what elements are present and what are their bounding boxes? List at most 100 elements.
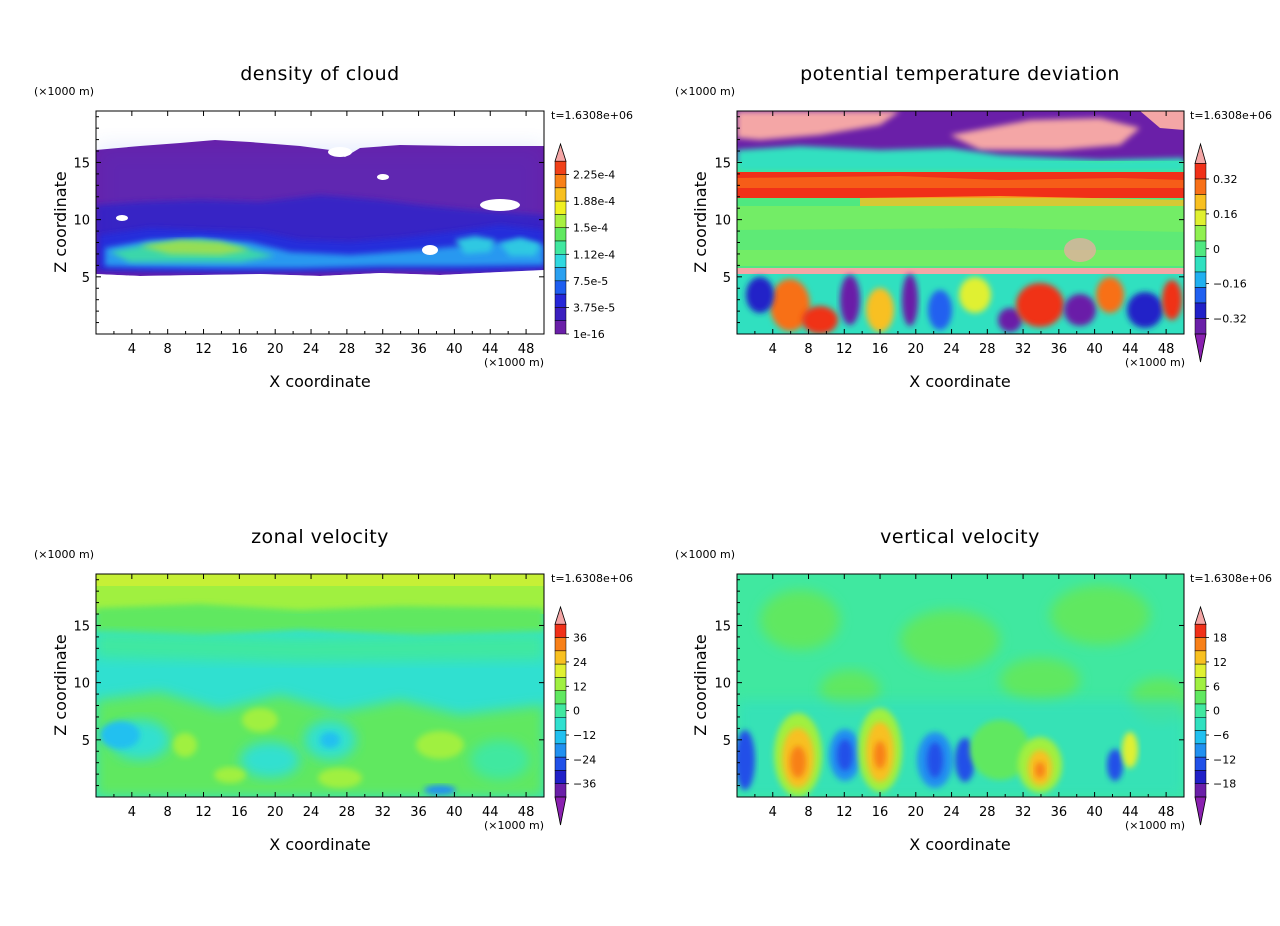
colorbar-arrow-bottom bbox=[1194, 796, 1207, 826]
x-tick-label: 48 bbox=[1158, 805, 1175, 820]
colorbar-label: 1e-16 bbox=[573, 328, 605, 341]
y-unit-label: (×1000 m) bbox=[34, 548, 94, 561]
y-tick-label: 5 bbox=[82, 271, 90, 286]
colorbar-swatch bbox=[554, 743, 567, 758]
x-ticks: 4 8 12 16 20 24 28 32 36 40 44 48 bbox=[113, 574, 535, 820]
chart-title: potential temperature deviation bbox=[800, 63, 1120, 85]
colorbar-label: 1.12e-4 bbox=[573, 248, 615, 261]
colorbar-swatch bbox=[1194, 783, 1207, 798]
colorbar-swatch bbox=[554, 783, 567, 798]
x-ticks: 4 8 12 16 20 24 28 32 36 40 44 48 bbox=[754, 574, 1175, 820]
y-axis-label: Z coordinate bbox=[51, 634, 70, 735]
colorbar-swatch bbox=[554, 174, 567, 189]
colorbar-swatch bbox=[1194, 225, 1207, 242]
y-tick-label: 10 bbox=[714, 677, 731, 692]
x-tick-label: 28 bbox=[979, 805, 996, 820]
heatmap-field bbox=[737, 574, 1184, 797]
x-tick-label: 44 bbox=[1122, 805, 1139, 820]
colorbar: 36 24 12 0 −12 −24 −36 bbox=[554, 605, 596, 826]
x-tick-label: 32 bbox=[1015, 805, 1032, 820]
colorbar-swatch bbox=[1194, 770, 1207, 784]
colorbar-swatch bbox=[554, 663, 567, 678]
x-tick-label: 48 bbox=[518, 805, 535, 820]
y-tick-label: 15 bbox=[73, 619, 90, 634]
x-tick-label: 8 bbox=[804, 805, 812, 820]
colorbar-swatch bbox=[1194, 703, 1207, 718]
y-tick-label: 10 bbox=[73, 214, 90, 229]
colorbar-swatch bbox=[554, 200, 567, 215]
plot-frame bbox=[95, 110, 545, 335]
colorbar-swatch bbox=[554, 214, 567, 228]
y-tick-label: 10 bbox=[73, 677, 90, 692]
colorbar-swatch bbox=[1194, 690, 1207, 705]
colorbar-arrow-top bbox=[1194, 142, 1207, 164]
colorbar-swatch bbox=[1194, 287, 1207, 304]
colorbar-swatch bbox=[554, 703, 567, 718]
x-tick-label: 8 bbox=[804, 342, 812, 357]
chart-title: zonal velocity bbox=[251, 526, 389, 548]
colorbar-swatch bbox=[554, 267, 567, 282]
colorbar-swatch bbox=[1194, 730, 1207, 745]
y-tick-label: 15 bbox=[714, 619, 731, 634]
x-tick-label: 24 bbox=[303, 342, 320, 357]
colorbar-arrow-bottom bbox=[554, 796, 567, 826]
heatmap-field bbox=[737, 111, 1184, 334]
colorbar-swatch bbox=[1194, 194, 1207, 211]
x-tick-label: 36 bbox=[1051, 805, 1068, 820]
colorbar-label: −0.32 bbox=[1213, 313, 1247, 326]
x-axis-label: X coordinate bbox=[269, 372, 370, 391]
x-axis-label: X coordinate bbox=[909, 372, 1010, 391]
colorbar-swatch bbox=[554, 240, 567, 255]
x-tick-label: 40 bbox=[446, 805, 463, 820]
colorbar-swatch bbox=[1194, 318, 1207, 335]
panel-vertical-velocity: vertical velocity (×1000 m) t=1.6308e+06 bbox=[675, 526, 1272, 854]
colorbar-swatch bbox=[1194, 271, 1207, 288]
colorbar-swatch bbox=[1194, 663, 1207, 678]
colorbar-swatch bbox=[554, 637, 567, 652]
colorbar-swatch bbox=[1194, 756, 1207, 771]
x-tick-label: 16 bbox=[872, 805, 889, 820]
x-tick-label: 36 bbox=[410, 342, 427, 357]
x-tick-label: 8 bbox=[164, 342, 172, 357]
colorbar: 18 12 6 0 −6 −12 −18 bbox=[1194, 605, 1236, 826]
colorbar-swatch bbox=[554, 730, 567, 745]
colorbar-label: −6 bbox=[1213, 729, 1229, 742]
y-ticks: 5 10 15 bbox=[714, 579, 1184, 787]
colorbar-label: 12 bbox=[1213, 656, 1227, 669]
y-unit-label: (×1000 m) bbox=[675, 85, 735, 98]
colorbar-label: 36 bbox=[573, 632, 587, 645]
x-unit-label: (×1000 m) bbox=[1125, 819, 1185, 832]
x-tick-label: 28 bbox=[339, 805, 356, 820]
x-tick-label: 12 bbox=[836, 805, 853, 820]
colorbar-label: 0.16 bbox=[1213, 208, 1238, 221]
x-tick-label: 16 bbox=[231, 342, 248, 357]
x-tick-label: 48 bbox=[1158, 342, 1175, 357]
x-tick-label: 20 bbox=[908, 805, 925, 820]
x-tick-label: 24 bbox=[943, 342, 960, 357]
colorbar-swatch bbox=[554, 650, 567, 665]
colorbar-label: 18 bbox=[1213, 632, 1227, 645]
x-tick-label: 44 bbox=[482, 805, 499, 820]
colorbar-swatch bbox=[554, 161, 567, 175]
y-tick-label: 15 bbox=[73, 156, 90, 171]
y-axis-label: Z coordinate bbox=[51, 171, 70, 272]
x-tick-label: 20 bbox=[267, 342, 284, 357]
colorbar-swatch bbox=[554, 717, 567, 731]
colorbar-swatch bbox=[554, 293, 567, 308]
colorbar-label: 1.88e-4 bbox=[573, 195, 615, 208]
colorbar-swatch bbox=[1194, 743, 1207, 758]
x-axis-label: X coordinate bbox=[909, 835, 1010, 854]
colorbar-swatch bbox=[1194, 717, 1207, 731]
y-tick-label: 10 bbox=[714, 214, 731, 229]
y-tick-label: 5 bbox=[82, 734, 90, 749]
colorbar-swatch bbox=[554, 280, 567, 295]
y-unit-label: (×1000 m) bbox=[675, 548, 735, 561]
colorbar-swatch bbox=[554, 187, 567, 202]
x-tick-label: 28 bbox=[339, 342, 356, 357]
colorbar-swatch bbox=[554, 756, 567, 771]
x-tick-label: 32 bbox=[374, 342, 391, 357]
colorbar-swatch bbox=[1194, 163, 1207, 180]
x-axis-label: X coordinate bbox=[269, 835, 370, 854]
x-tick-label: 12 bbox=[195, 805, 212, 820]
